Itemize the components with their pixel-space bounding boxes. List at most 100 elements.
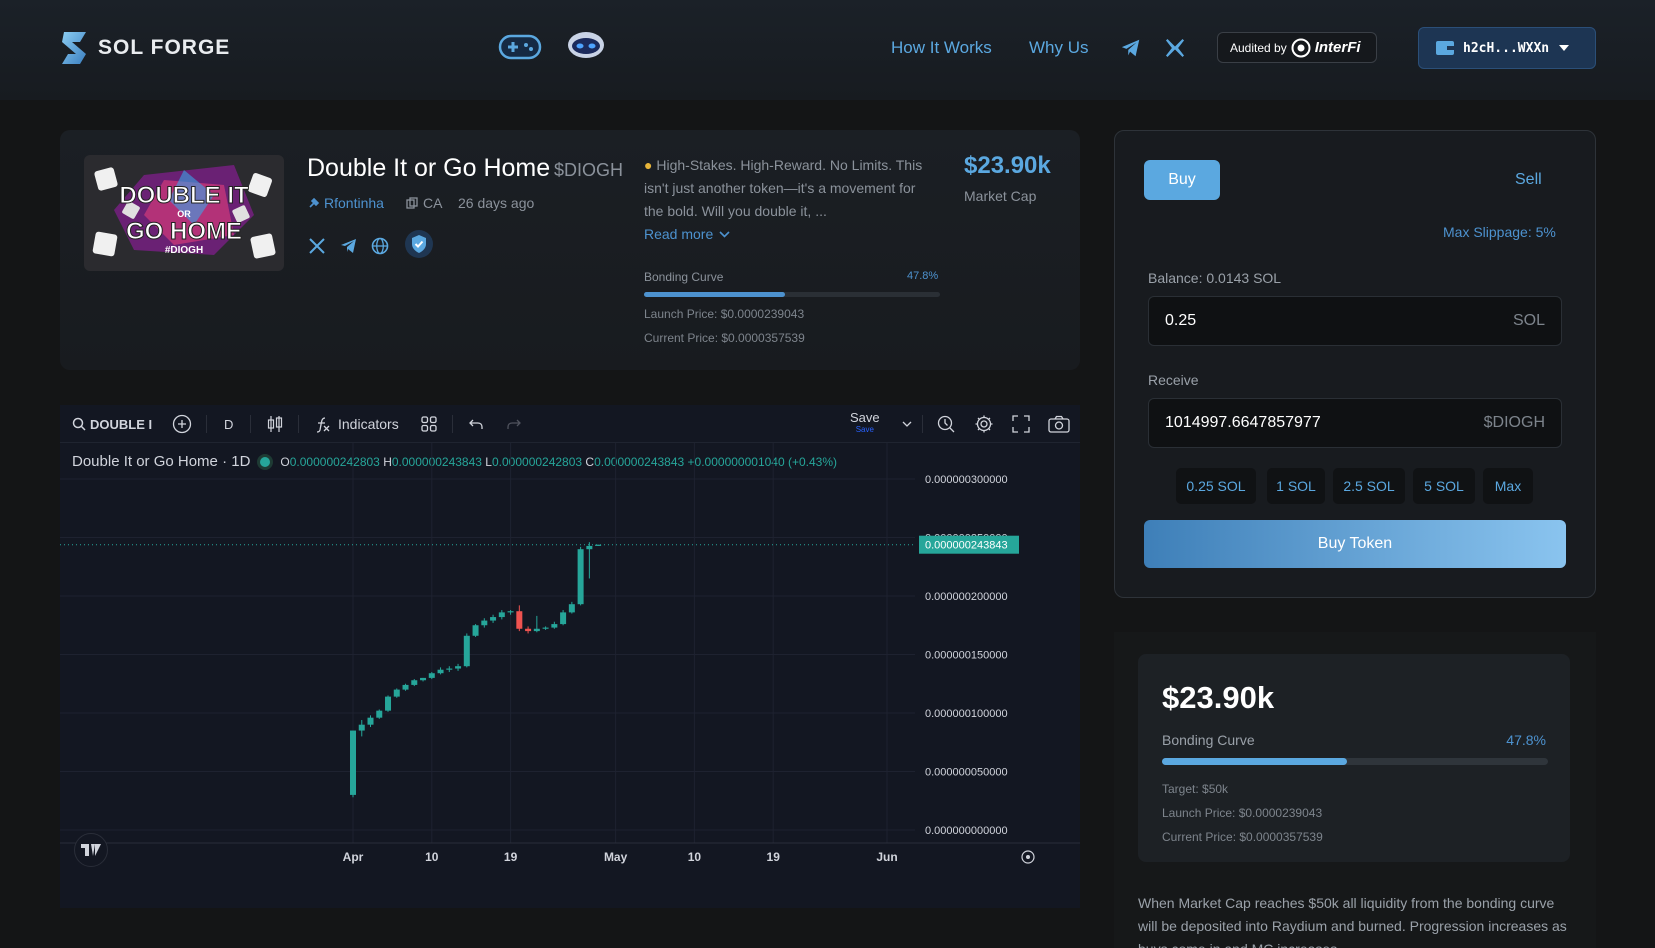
- bonding-curve-card: $23.90k Bonding Curve 47.8% Target: $50k…: [1138, 654, 1570, 862]
- y-tick-label: 0.000000300000: [925, 474, 1008, 486]
- verified-shield-icon[interactable]: [404, 229, 434, 259]
- stats-market-cap: $23.90k: [1162, 680, 1275, 715]
- chevron-down-icon: [1559, 45, 1570, 51]
- stats-bonding-label: Bonding Curve: [1162, 732, 1255, 748]
- toolbar-divider: [922, 415, 923, 433]
- chevron-down-icon: [902, 421, 912, 427]
- logo-text: SOL FORGE: [98, 36, 231, 59]
- ohlc-low-label: L: [485, 454, 492, 469]
- interfi-logo-icon: [1291, 38, 1311, 57]
- receive-output: 1014997.6647857977 $DIOGH: [1148, 398, 1562, 448]
- layouts-button[interactable]: [420, 405, 438, 443]
- token-x-icon[interactable]: [308, 237, 326, 255]
- undo-button[interactable]: [468, 405, 484, 443]
- token-age: 26 days ago: [458, 195, 535, 211]
- axis-settings-icon: [1021, 850, 1035, 864]
- sell-tab[interactable]: Sell: [1515, 171, 1542, 188]
- quick-amount-1-sol[interactable]: 1 SOL: [1267, 468, 1325, 504]
- x-twitter-icon[interactable]: [1164, 37, 1186, 59]
- candle-body: [385, 696, 392, 711]
- x-tick-label: 10: [688, 850, 702, 864]
- interval-button[interactable]: D: [224, 416, 234, 432]
- description-text: High-Stakes. High-Reward. No Limits. Thi…: [644, 157, 923, 219]
- market-status-dot: [260, 456, 271, 467]
- symbol-label: DOUBLE I: [90, 416, 153, 432]
- candle-body: [533, 628, 540, 632]
- read-more-link[interactable]: Read more: [644, 226, 730, 242]
- candle-body: [542, 627, 549, 629]
- buy-token-button[interactable]: Buy Token: [1144, 520, 1566, 568]
- fullscreen-button[interactable]: [1012, 405, 1030, 443]
- creator-link[interactable]: Rfontinha: [308, 195, 384, 211]
- wallet-address: h2cH...WXXn: [1463, 40, 1550, 56]
- quick-amount-max[interactable]: Max: [1483, 468, 1533, 504]
- amount-unit: SOL: [1512, 312, 1545, 329]
- candle-body: [350, 730, 356, 795]
- token-website-icon[interactable]: [371, 237, 389, 255]
- audit-prefix: Audited by: [1230, 40, 1287, 55]
- telegram-icon[interactable]: [1120, 37, 1142, 59]
- copy-icon: [406, 197, 418, 209]
- token-name: Double It or Go Home: [307, 154, 551, 182]
- gear-icon: [975, 415, 993, 433]
- quick-amount-5-sol[interactable]: 5 SOL: [1413, 468, 1475, 504]
- redo-button[interactable]: [506, 405, 522, 443]
- candle-body: [376, 710, 383, 718]
- nav-how-it-works[interactable]: How It Works: [891, 38, 992, 57]
- logo[interactable]: SOL FORGE: [60, 30, 230, 66]
- compare-button[interactable]: [172, 405, 192, 443]
- token-telegram-icon[interactable]: [340, 237, 358, 255]
- chart-type-button[interactable]: [266, 405, 284, 443]
- fullscreen-icon: [1012, 415, 1030, 433]
- audit-brand: InterFi: [1314, 39, 1361, 56]
- copy-ca-button[interactable]: CA: [406, 195, 442, 211]
- max-slippage-setting[interactable]: Max Slippage: 5%: [1443, 224, 1556, 240]
- redo-icon: [507, 419, 521, 429]
- wallet-button[interactable]: h2cH...WXXn: [1418, 27, 1596, 69]
- tradingview-logo-icon[interactable]: [74, 833, 108, 867]
- symbol-search[interactable]: DOUBLE I: [72, 405, 152, 443]
- chart-toolbar: DOUBLE I D Indicators Save Save: [60, 405, 1080, 443]
- x-tick-label: 10: [425, 850, 439, 864]
- top-bar: SOL FORGE How It Works Why Us Audited by…: [0, 0, 1655, 100]
- settings-button[interactable]: [974, 405, 994, 443]
- chart-legend: Double It or Go Home · 1D O0.00000024280…: [72, 453, 837, 470]
- ca-label: CA: [423, 195, 443, 211]
- candle-body: [498, 612, 505, 618]
- robot-icon[interactable]: [565, 29, 607, 61]
- quick-search-icon: [937, 415, 955, 433]
- ohlc-readout: O0.000000242803 H0.000000243843 L0.00000…: [280, 455, 837, 469]
- save-sublabel: Save: [855, 425, 874, 434]
- camera-icon: [1048, 415, 1070, 433]
- quick-amount-2-5-sol[interactable]: 2.5 SOL: [1333, 468, 1405, 504]
- medal-icon: ●: [644, 157, 653, 173]
- chart-canvas[interactable]: 0.0000003000000.0000002500000.0000002000…: [60, 443, 1080, 908]
- gamepad-icon[interactable]: [498, 33, 542, 61]
- save-button[interactable]: Save Save: [850, 405, 880, 443]
- screenshot-button[interactable]: [1048, 405, 1070, 443]
- save-options-button[interactable]: [902, 405, 912, 443]
- audit-badge[interactable]: Audited by InterFi: [1217, 32, 1377, 63]
- receive-unit: $DIOGH: [1483, 414, 1545, 431]
- candle-body: [393, 689, 400, 697]
- candles-icon: [267, 416, 283, 432]
- quick-search-button[interactable]: [936, 405, 956, 443]
- token-image-text-2: OR: [177, 209, 191, 219]
- candle-body: [437, 669, 444, 674]
- candle-body: [490, 617, 497, 621]
- token-image-text-4: #DIOGH: [165, 245, 203, 256]
- toolbar-divider: [250, 415, 251, 433]
- indicators-button[interactable]: Indicators: [314, 405, 399, 443]
- quick-amount-0-25-sol[interactable]: 0.25 SOL: [1176, 468, 1256, 504]
- amount-input[interactable]: 0.25 SOL: [1148, 296, 1562, 346]
- candle-body: [367, 717, 374, 725]
- amount-value[interactable]: 0.25: [1165, 312, 1197, 329]
- candle-body: [455, 666, 462, 669]
- receive-value: 1014997.6647857977: [1165, 414, 1321, 431]
- ohlc-high: 0.000000243843: [391, 454, 482, 469]
- toolbar-divider: [206, 415, 207, 433]
- buy-tab[interactable]: Buy: [1144, 160, 1220, 200]
- stats-target: Target: $50k: [1162, 782, 1229, 796]
- bonding-curve-percent: 47.8%: [907, 270, 939, 282]
- nav-why-us[interactable]: Why Us: [1029, 38, 1089, 57]
